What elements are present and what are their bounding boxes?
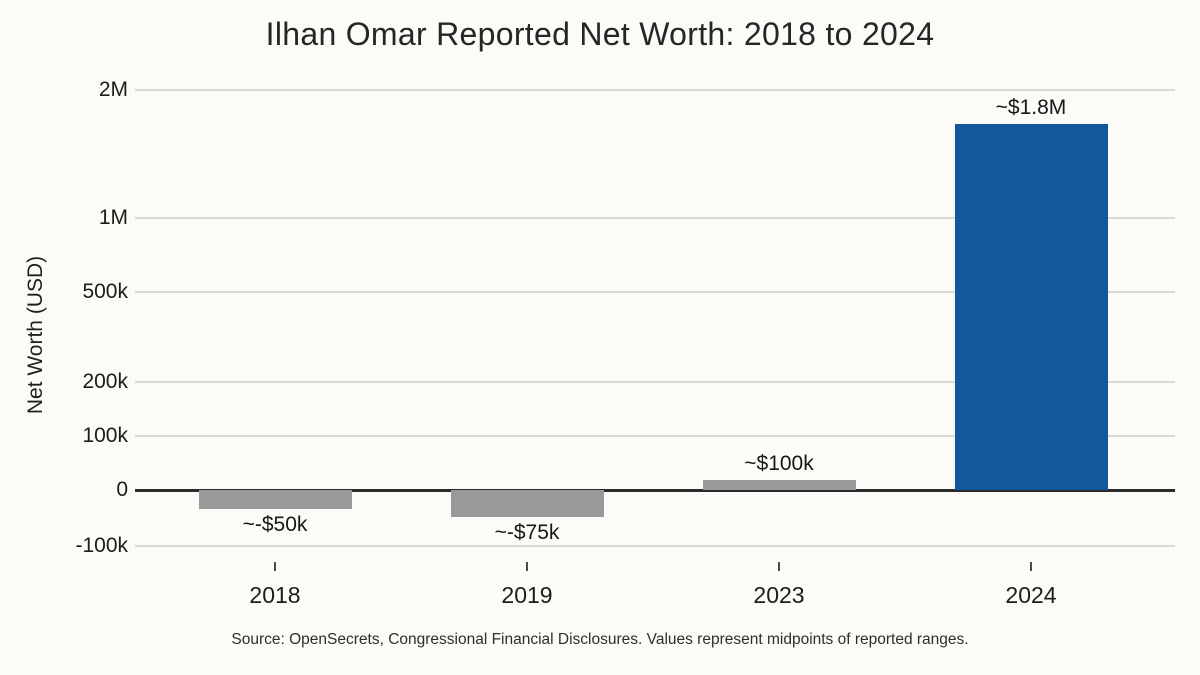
y-tick-label: 200k [82, 370, 128, 393]
x-tick-label: 2019 [501, 582, 553, 608]
bar-value-label: ~$100k [744, 452, 814, 475]
x-axis-tick [1030, 562, 1032, 571]
bar-2023 [702, 480, 856, 490]
y-tick-label: 0 [116, 478, 128, 501]
gridline [135, 435, 1175, 437]
chart-title: Ilhan Omar Reported Net Worth: 2018 to 2… [265, 16, 935, 52]
x-axis-tick [778, 562, 780, 571]
bar-value-label: ~-$50k [242, 513, 308, 536]
bar-2024 [954, 124, 1108, 490]
zero-axis-line [135, 489, 1175, 492]
x-tick-label: 2024 [1005, 582, 1057, 608]
y-tick-label: -100k [75, 534, 128, 557]
x-axis-tick [526, 562, 528, 571]
source-note: Source: OpenSecrets, Congressional Finan… [231, 631, 969, 648]
y-tick-label: 500k [82, 280, 128, 303]
y-tick-label: 1M [98, 206, 128, 229]
bar-2018 [198, 490, 352, 509]
gridline [135, 217, 1175, 219]
x-axis-tick [274, 562, 276, 571]
x-tick-label: 2023 [753, 582, 805, 608]
bar-value-label: ~-$75k [494, 521, 560, 544]
gridline [135, 89, 1175, 91]
y-tick-label: 2M [98, 78, 128, 101]
bar-value-label: ~$1.8M [995, 96, 1067, 119]
bar-2019 [450, 490, 604, 517]
gridline [135, 381, 1175, 383]
y-tick-label: 100k [82, 424, 128, 447]
gridline [135, 545, 1175, 547]
x-tick-label: 2018 [249, 582, 301, 608]
gridline [135, 291, 1175, 293]
